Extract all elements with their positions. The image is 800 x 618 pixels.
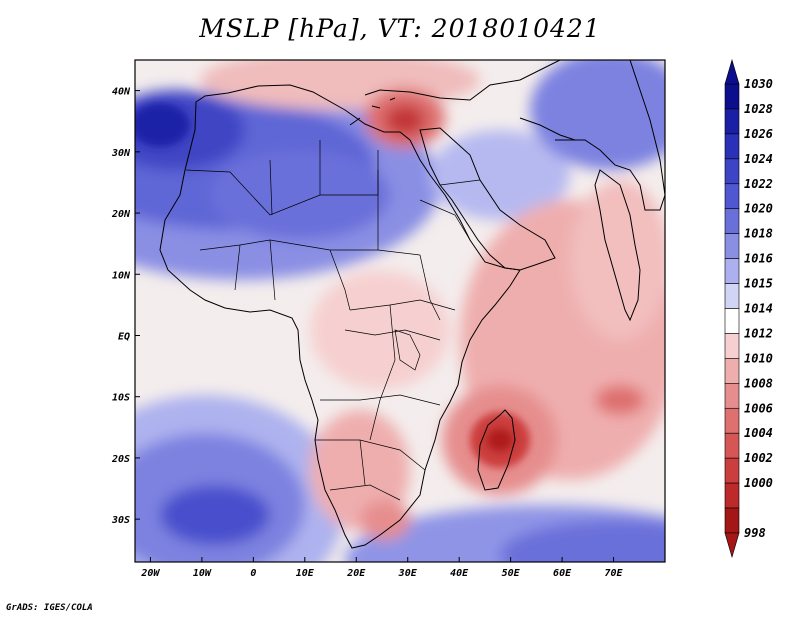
lon-tick-label: 10W [193,568,212,579]
country-borders [185,140,481,501]
lon-tick-label: 30E [398,568,418,579]
lon-tick-label: 60E [553,568,572,579]
lon-tick-label: 10E [296,568,315,579]
lat-tick-label: 20N [111,209,131,220]
colorbar-swatch [724,158,740,185]
lon-tick-label: 40E [450,568,469,579]
lat-tick-label: 10N [112,270,131,281]
colorbar-swatch [724,333,740,359]
colorbar-label: 1028 [744,102,773,116]
pressure-field [135,60,665,562]
lon-tick-label: 70E [605,568,624,579]
colorbar-swatch [724,383,740,409]
longitude-ticks: 20W 10W 0 10E 20E 30E 40E 50E 60E 70E [140,557,624,579]
colorbar-label: 998 [744,526,766,540]
colorbar-label: 1018 [744,227,773,241]
lon-tick-label: 50E [502,568,521,579]
lon-tick-label: 0 [250,568,256,579]
colorbar-swatch [724,208,740,234]
colorbar-swatch [724,183,740,210]
colorbar-swatch [724,482,740,509]
lat-tick-label: EQ [118,331,130,342]
map-frame [134,59,666,563]
colorbar-label: 1022 [744,177,773,191]
colorbar-swatch [724,308,740,334]
lat-tick-label: 30S [111,515,130,526]
colorbar-swatch [724,83,740,110]
map-title: MSLP [hPa], VT: 2018010421 [199,14,601,43]
lon-tick-label: 20W [140,568,160,579]
colorbar-label: 1024 [744,152,773,166]
colorbar-swatch [724,432,740,459]
colorbar-label: 1012 [744,326,773,340]
colorbar-swatch [724,233,740,259]
colorbar-label: 1008 [744,376,773,390]
colorbar-label: 1006 [744,401,773,415]
colorbar-swatch [724,283,740,309]
colorbar-label: 1020 [744,202,773,216]
latitude-ticks: 40N 30N 20N 10N EQ 10S 20S 30S [111,87,140,526]
lat-tick-label: 30N [111,148,131,159]
colorbar-swatch [724,507,740,534]
colorbar-label: 1000 [744,476,773,490]
colorbar-label: 1030 [744,77,773,91]
colorbar-swatch [724,358,740,384]
lat-tick-label: 20S [111,454,130,465]
colorbar-label: 1015 [744,277,773,291]
colorbar-swatch [724,133,740,160]
colorbar-bottom-arrow [724,532,740,559]
colorbar-top-arrow [724,58,740,85]
colorbar-label: 1026 [744,127,773,141]
colorbar-swatch [724,407,740,434]
lat-tick-label: 10S [112,393,130,404]
colorbar: 1030 1028 1026 1024 1022 1020 1018 1016 1015 1014… [724,58,773,559]
lat-tick-label: 40N [112,87,131,98]
colorbar-swatch [724,258,740,284]
colorbar-label: 1016 [744,252,773,266]
colorbar-label: 1010 [744,351,773,365]
lon-tick-label: 20E [346,568,366,579]
colorbar-label: 1002 [744,451,773,465]
grads-credit: GrADS: IGES/COLA [6,603,93,613]
colorbar-swatch [724,108,740,135]
colorbar-label: 1004 [744,426,773,440]
colorbar-swatch [724,457,740,484]
colorbar-label: 1014 [744,302,773,316]
